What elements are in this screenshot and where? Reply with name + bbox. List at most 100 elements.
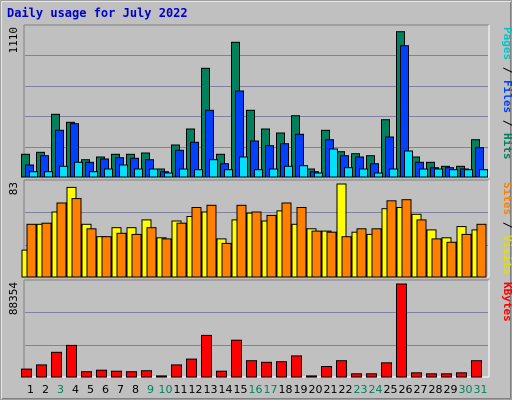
bar-kbytes-day-31 (471, 360, 482, 378)
x-tick-label: 22 (339, 383, 353, 396)
scale-label-middle: 83 (7, 182, 20, 195)
bar-kbytes-day-27 (411, 372, 422, 378)
bar-kbytes-day-24 (366, 373, 377, 378)
bar-sites-day-29 (446, 241, 457, 278)
bar-sites-day-8 (131, 233, 142, 278)
bar-pages-day-22 (344, 167, 353, 178)
bar-sites-day-11 (176, 222, 187, 278)
bar-pages-day-24 (374, 172, 383, 178)
bar-sites-day-6 (101, 236, 112, 278)
bar-sites-day-18 (281, 202, 292, 278)
bar-sites-day-23 (356, 228, 367, 278)
x-tick-label: 9 (147, 383, 154, 396)
x-tick-label: 17 (264, 383, 278, 396)
bar-sites-day-26 (401, 199, 412, 278)
legend-entry: / (501, 113, 512, 133)
bar-kbytes-day-26 (396, 283, 407, 378)
x-tick-label: 15 (234, 383, 248, 396)
bar-sites-day-9 (146, 227, 157, 278)
bar-sites-day-2 (41, 222, 52, 278)
bar-kbytes-day-17 (261, 361, 272, 378)
legend-entry: Hits (501, 133, 512, 160)
x-tick-label: 20 (309, 383, 323, 396)
x-tick-label: 25 (384, 383, 398, 396)
bar-kbytes-day-12 (186, 358, 197, 378)
bar-sites-day-25 (386, 200, 397, 278)
x-tick-label: 2 (42, 383, 49, 396)
bar-pages-day-4 (74, 161, 83, 178)
bar-sites-day-20 (311, 230, 322, 278)
bar-sites-day-7 (116, 232, 127, 278)
bar-pages-day-5 (89, 171, 98, 178)
x-tick-label: 19 (294, 383, 308, 396)
bar-pages-day-31 (479, 169, 488, 178)
x-tick-label: 28 (429, 383, 443, 396)
legend-entry: KBytes (501, 282, 512, 322)
bar-kbytes-day-29 (441, 373, 452, 378)
legend-entry: Pages (501, 27, 512, 60)
bar-sites-day-15 (236, 204, 247, 278)
bar-sites-day-30 (461, 233, 472, 278)
bar-sites-day-28 (431, 238, 442, 278)
bar-sites-day-10 (161, 238, 172, 278)
bar-pages-day-11 (179, 168, 188, 178)
x-tick-label: 12 (189, 383, 203, 396)
x-tick-label: 5 (87, 383, 94, 396)
x-tick-label: 4 (72, 383, 79, 396)
bar-pages-day-23 (359, 168, 368, 178)
bar-pages-day-10 (164, 172, 173, 178)
x-tick-label: 31 (474, 383, 488, 396)
legend-entry: Files (501, 80, 512, 113)
bar-pages-day-20 (314, 172, 323, 178)
x-tick-label: 7 (117, 383, 124, 396)
legend-entry: Sites (501, 182, 512, 215)
x-tick-label: 11 (174, 383, 188, 396)
x-tick-label: 13 (204, 383, 218, 396)
bar-sites-day-13 (206, 204, 217, 278)
bar-pages-day-25 (389, 168, 398, 178)
legend-bottom: KBytes (501, 282, 512, 322)
bar-kbytes-day-3 (51, 351, 62, 378)
bar-kbytes-day-18 (276, 361, 287, 378)
bar-sites-day-22 (341, 236, 352, 278)
x-tick-label: 1 (27, 383, 34, 396)
bar-kbytes-day-7 (111, 370, 122, 378)
bar-kbytes-day-10 (156, 375, 167, 378)
bar-pages-day-6 (104, 168, 113, 178)
bar-pages-day-18 (284, 165, 293, 178)
bar-kbytes-day-9 (141, 370, 152, 378)
x-tick-label: 26 (399, 383, 413, 396)
x-tick-label: 18 (279, 383, 293, 396)
bar-kbytes-day-4 (66, 344, 77, 378)
bar-sites-day-27 (416, 219, 427, 278)
chart-title: Daily usage for July 2022 (7, 6, 188, 20)
bar-pages-day-1 (29, 171, 38, 178)
x-tick-label: 27 (414, 383, 428, 396)
bar-pages-day-2 (44, 171, 53, 178)
legend-entry: / (501, 60, 512, 80)
legend-top: Pages / Files / Hits (501, 27, 512, 160)
bar-kbytes-day-5 (81, 371, 92, 378)
bar-kbytes-day-14 (216, 370, 227, 378)
x-tick-label: 3 (57, 383, 64, 396)
x-tick-label: 10 (159, 383, 173, 396)
bar-kbytes-day-8 (126, 371, 137, 378)
bar-pages-day-8 (134, 168, 143, 178)
bar-kbytes-day-19 (291, 355, 302, 378)
bar-sites-day-12 (191, 207, 202, 278)
bar-kbytes-day-16 (246, 360, 257, 378)
bar-kbytes-day-11 (171, 364, 182, 378)
bar-sites-day-19 (296, 207, 307, 278)
bar-pages-day-7 (119, 164, 128, 178)
x-tick-label: 16 (249, 383, 263, 396)
bar-pages-day-28 (434, 168, 443, 178)
bar-kbytes-day-30 (456, 372, 467, 378)
bar-sites-day-14 (221, 242, 232, 278)
bar-kbytes-day-1 (21, 368, 32, 378)
bar-sites-day-17 (266, 214, 277, 278)
scale-label-bottom: 88354 (7, 282, 20, 315)
bar-kbytes-day-23 (351, 373, 362, 378)
bar-pages-day-19 (299, 165, 308, 178)
bar-pages-day-9 (149, 168, 158, 178)
